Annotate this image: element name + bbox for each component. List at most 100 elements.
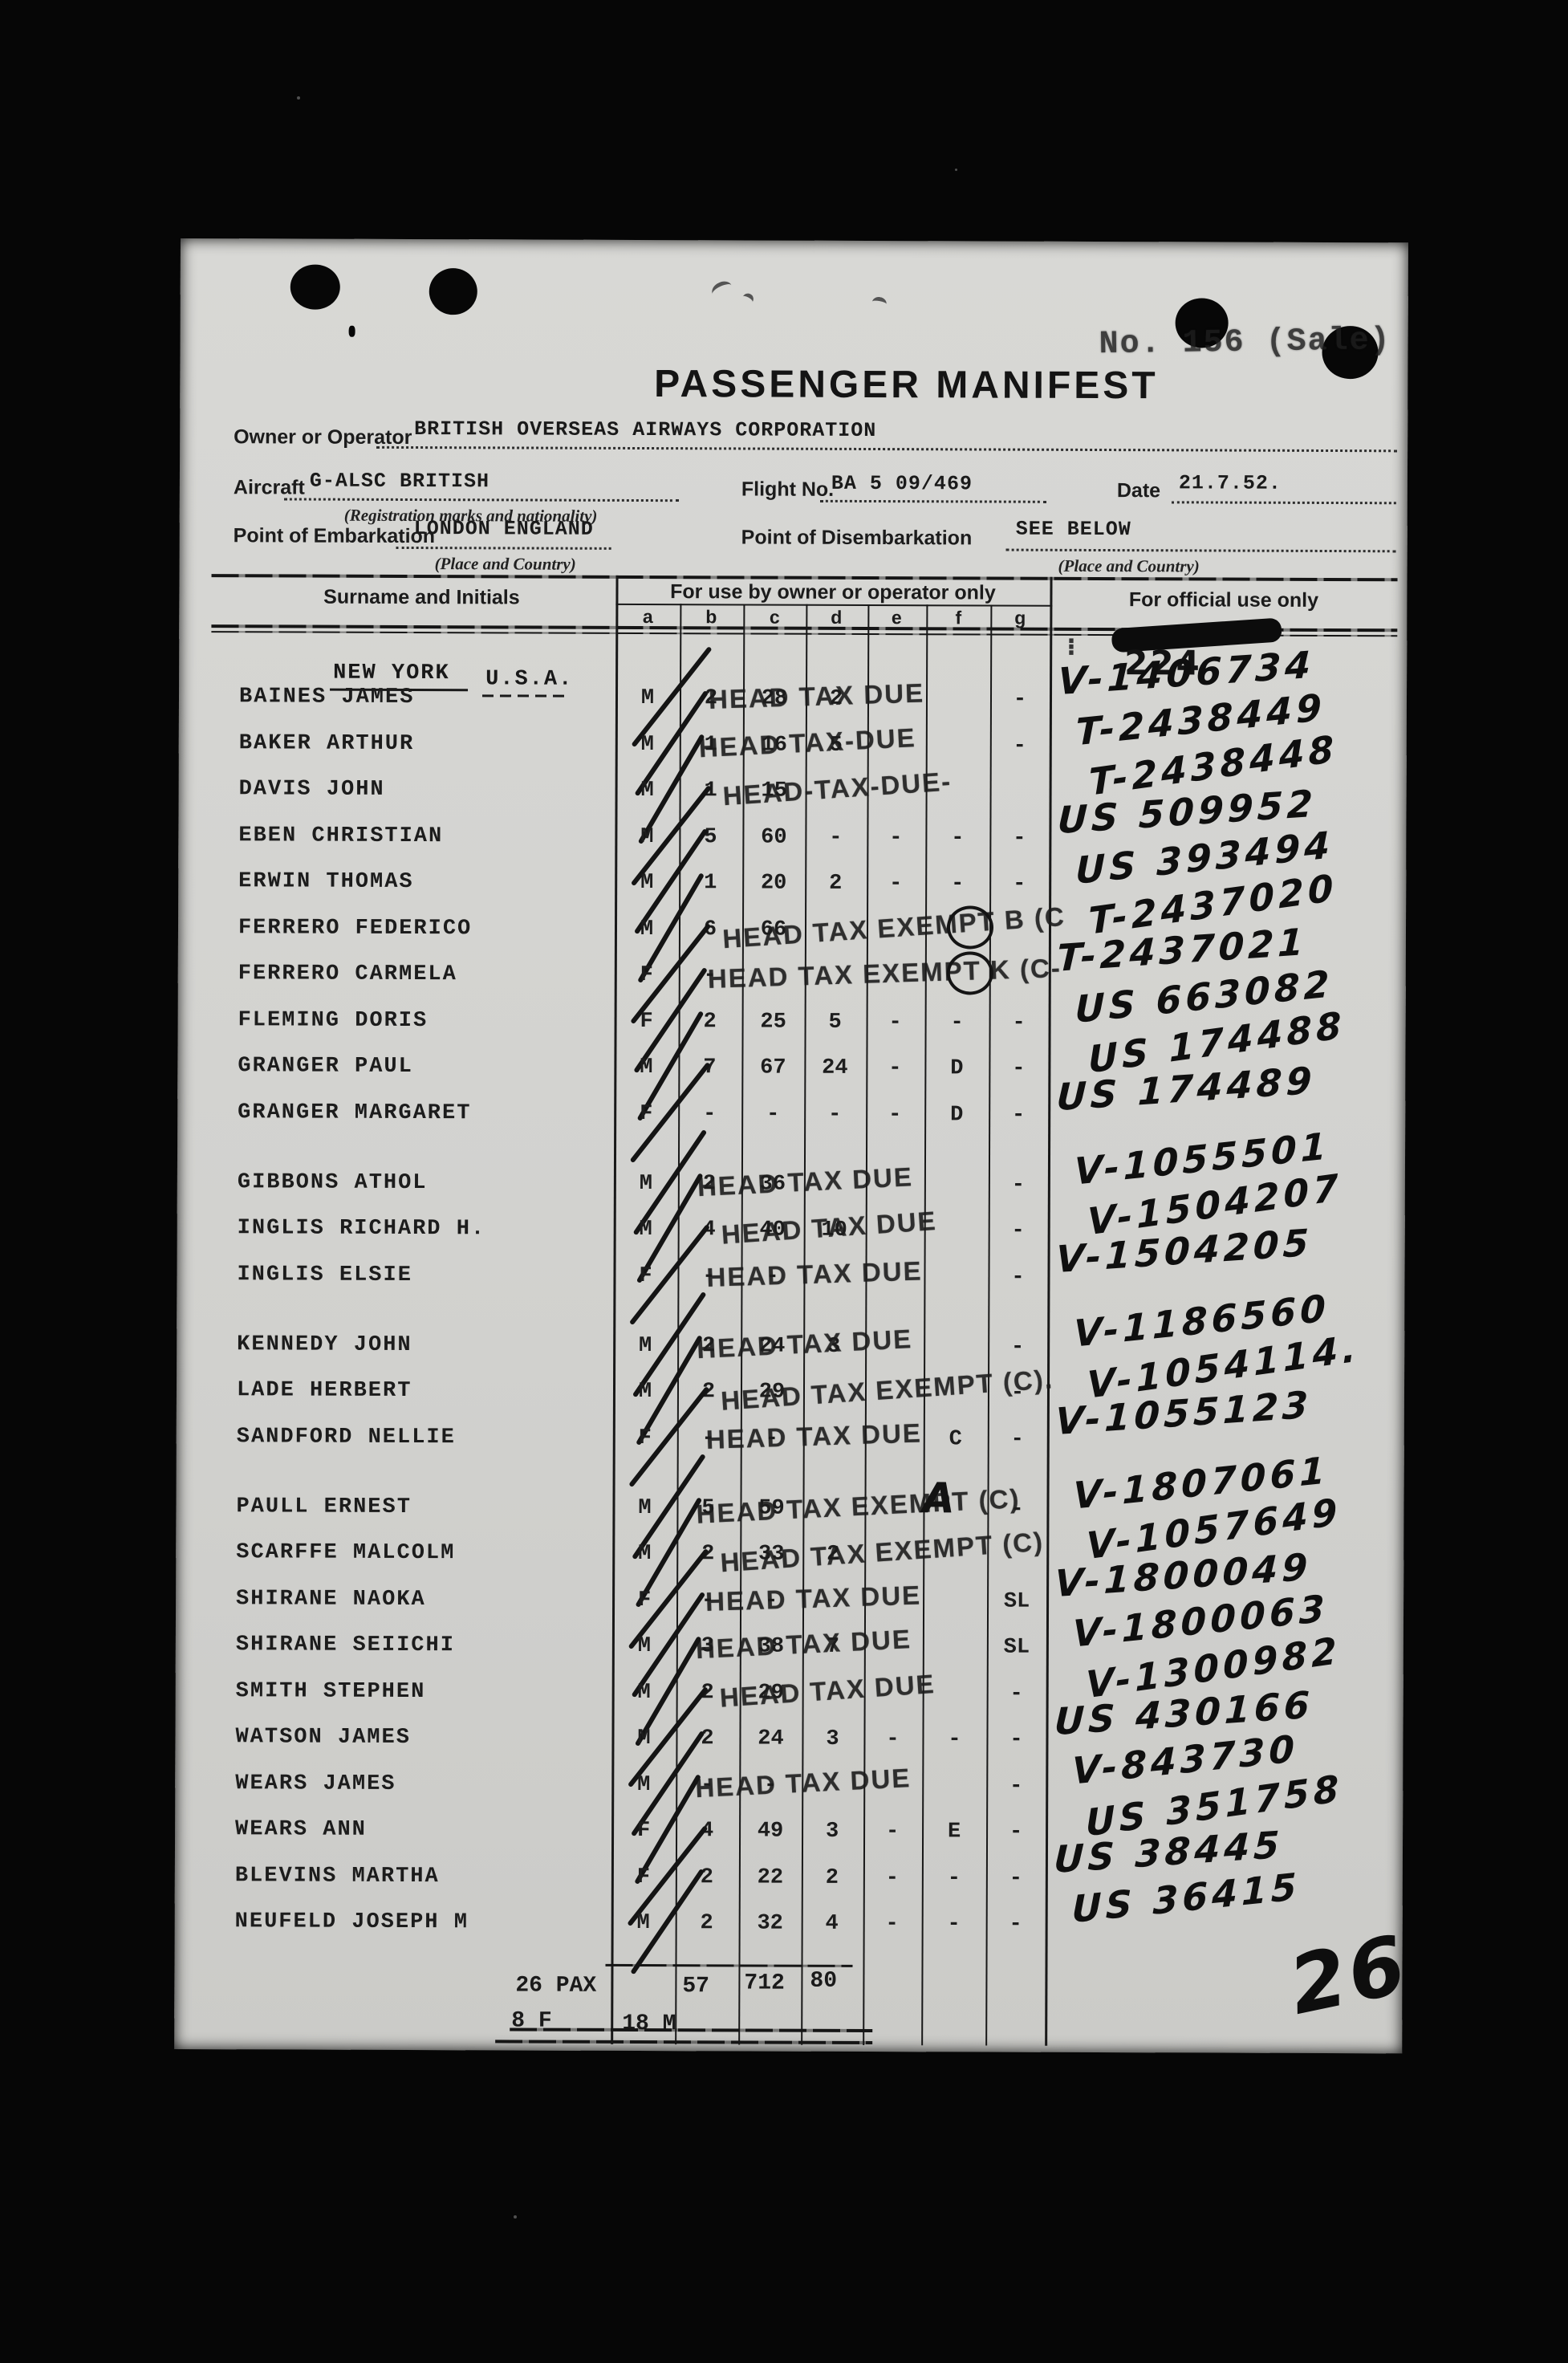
punch-hole [290,264,340,310]
cell-f: E [947,1820,961,1844]
head-tax-stamp: HEAD TAX DUE [696,1324,913,1365]
cell-a: M [640,686,655,711]
cell-f: - [951,872,965,897]
cell-c: 67 [760,1055,786,1080]
cell-e: - [886,1727,900,1752]
cell-b: 7 [703,1055,717,1080]
cell-c: 32 [757,1911,783,1936]
ink-smudge [739,291,756,307]
passenger-name: LADE HERBERT [236,1378,412,1404]
cell-g: SL [1003,1635,1030,1660]
head-tax-stamp: HEAD TAX EXEMPT B (C [721,901,1066,954]
scan-speck [297,96,300,100]
column-letter-headers: a b c d e f g [181,238,1408,628]
embarkation-label: Point of Embarkation [233,524,436,548]
column-letter-c: c [769,606,780,628]
ink-marks: ⁝ [1066,632,1076,661]
embarkation-value: LONDON ENGLAND [413,517,594,541]
cell-g: - [1012,1011,1026,1035]
head-tax-stamp: HEAD TAX EXEMPT (C) [719,1526,1046,1578]
cell-a: F [640,1102,653,1127]
cell-e: - [885,1912,899,1937]
passenger-name: BLEVINS MARTHA [234,1864,440,1889]
column-letter-g: g [1014,607,1026,628]
form-rule [283,498,679,502]
head-tax-stamp: HEAD TAX DUE [705,1580,922,1617]
totals-rule-bottom [495,2040,873,2045]
cell-a: M [640,733,654,758]
flight-no-value: BA 5 09/469 [831,471,973,496]
cell-a: F [640,963,653,988]
manifest-rows: BAINES JAMES M 2 28 2- HEAD TAX DUE V-1406734 B… [181,238,1408,1975]
hand-circle-mark [946,951,993,995]
form-rule [819,499,1046,503]
head-tax-stamp: HEAD TAX EXEMPT (C) [695,1483,1022,1529]
table-row: INGLIS ELSIE F - - - HEAD TAX DUE V-1504205 [177,1221,1404,1326]
passenger-name: DAVIS JOHN [238,777,385,802]
disembarkation-sublabel: (Place and Country) [1058,555,1200,576]
head-tax-stamp: HEAD TAX EXEMPT (C). [720,1364,1054,1416]
cell-d: - [828,1102,842,1127]
passenger-name: NEUFELD JOSEPH M [234,1910,469,1935]
cell-g: SL [1003,1589,1030,1614]
cell-g: - [1011,1173,1026,1198]
aircraft-label: Aircraft [233,476,305,499]
cell-a: M [640,917,654,942]
cell-a: M [637,1633,652,1659]
cell-a: M [640,779,654,803]
form-rule [1171,501,1396,505]
form-rule [1005,548,1396,553]
total-col-b: 57 [682,1974,710,1999]
cell-e: - [889,872,903,897]
cell-e: - [888,1011,902,1035]
cell-a: M [637,1772,651,1798]
passenger-name: FLEMING DORIS [238,1008,429,1034]
cell-c: 25 [760,1010,786,1035]
cell-a: M [638,1542,652,1567]
form-rule [376,445,1398,453]
column-letter-e: e [891,607,902,628]
passenger-name: SHIRANE SEIICHI [235,1633,455,1658]
cell-e: - [888,1103,902,1128]
form-rule [396,546,611,550]
passenger-name: ERWIN THOMAS [238,869,414,895]
cell-e: - [885,1820,900,1844]
table-row: GRANGER MARGARET F - - - - D - US 174489 [177,1059,1405,1164]
cell-g: - [1009,1774,1023,1799]
cell-e: - [888,1056,902,1081]
punch-hole [429,268,477,315]
cell-a: F [638,1426,652,1451]
cell-a: M [636,1910,650,1936]
disembarkation-label: Point of Disembarkation [741,526,973,550]
head-tax-stamp: HEAD TAX EXEMPT K (C- [707,953,1062,994]
ink-smudge [709,278,735,301]
total-pax: 26 PAX [515,1973,597,1999]
cell-a: M [638,1496,652,1521]
cell-g: - [1009,1682,1023,1706]
cell-f: D [950,1103,964,1128]
head-tax-stamp: HEAD-TAX-DUE- [721,766,953,811]
cell-b: 2 [700,1911,713,1936]
cell-g: - [1009,1727,1023,1752]
passenger-name: WEARS JAMES [235,1771,396,1796]
hand-letter-note: A [922,1474,955,1523]
head-tax-stamp: HEAD TAX DUE [718,1668,936,1713]
passenger-name: BAKER ARTHUR [238,731,415,757]
cell-c: 60 [761,825,787,850]
embarkation-sublabel: (Place and Country) [434,554,576,574]
cell-d: 5 [828,1010,842,1035]
scan-speck [955,169,957,171]
cell-g: - [1009,1866,1023,1891]
cell-c: - [766,1102,780,1127]
table-row: NEUFELD JOSEPH M M 2 32 4- - - US 36415 [175,1865,1403,1975]
cell-g: - [1013,687,1027,712]
cell-c: 20 [760,871,787,896]
column-letter-b: b [705,606,717,628]
cell-a: F [637,1588,652,1613]
cell-a: M [638,1380,652,1405]
passenger-name: INGLIS RICHARD H. [237,1216,486,1242]
column-letter-d: d [831,606,843,628]
passenger-name: SCARFFE MALCOLM [236,1540,456,1566]
passenger-name: BAINES JAMES [238,685,415,710]
ink-smudge [871,295,888,311]
